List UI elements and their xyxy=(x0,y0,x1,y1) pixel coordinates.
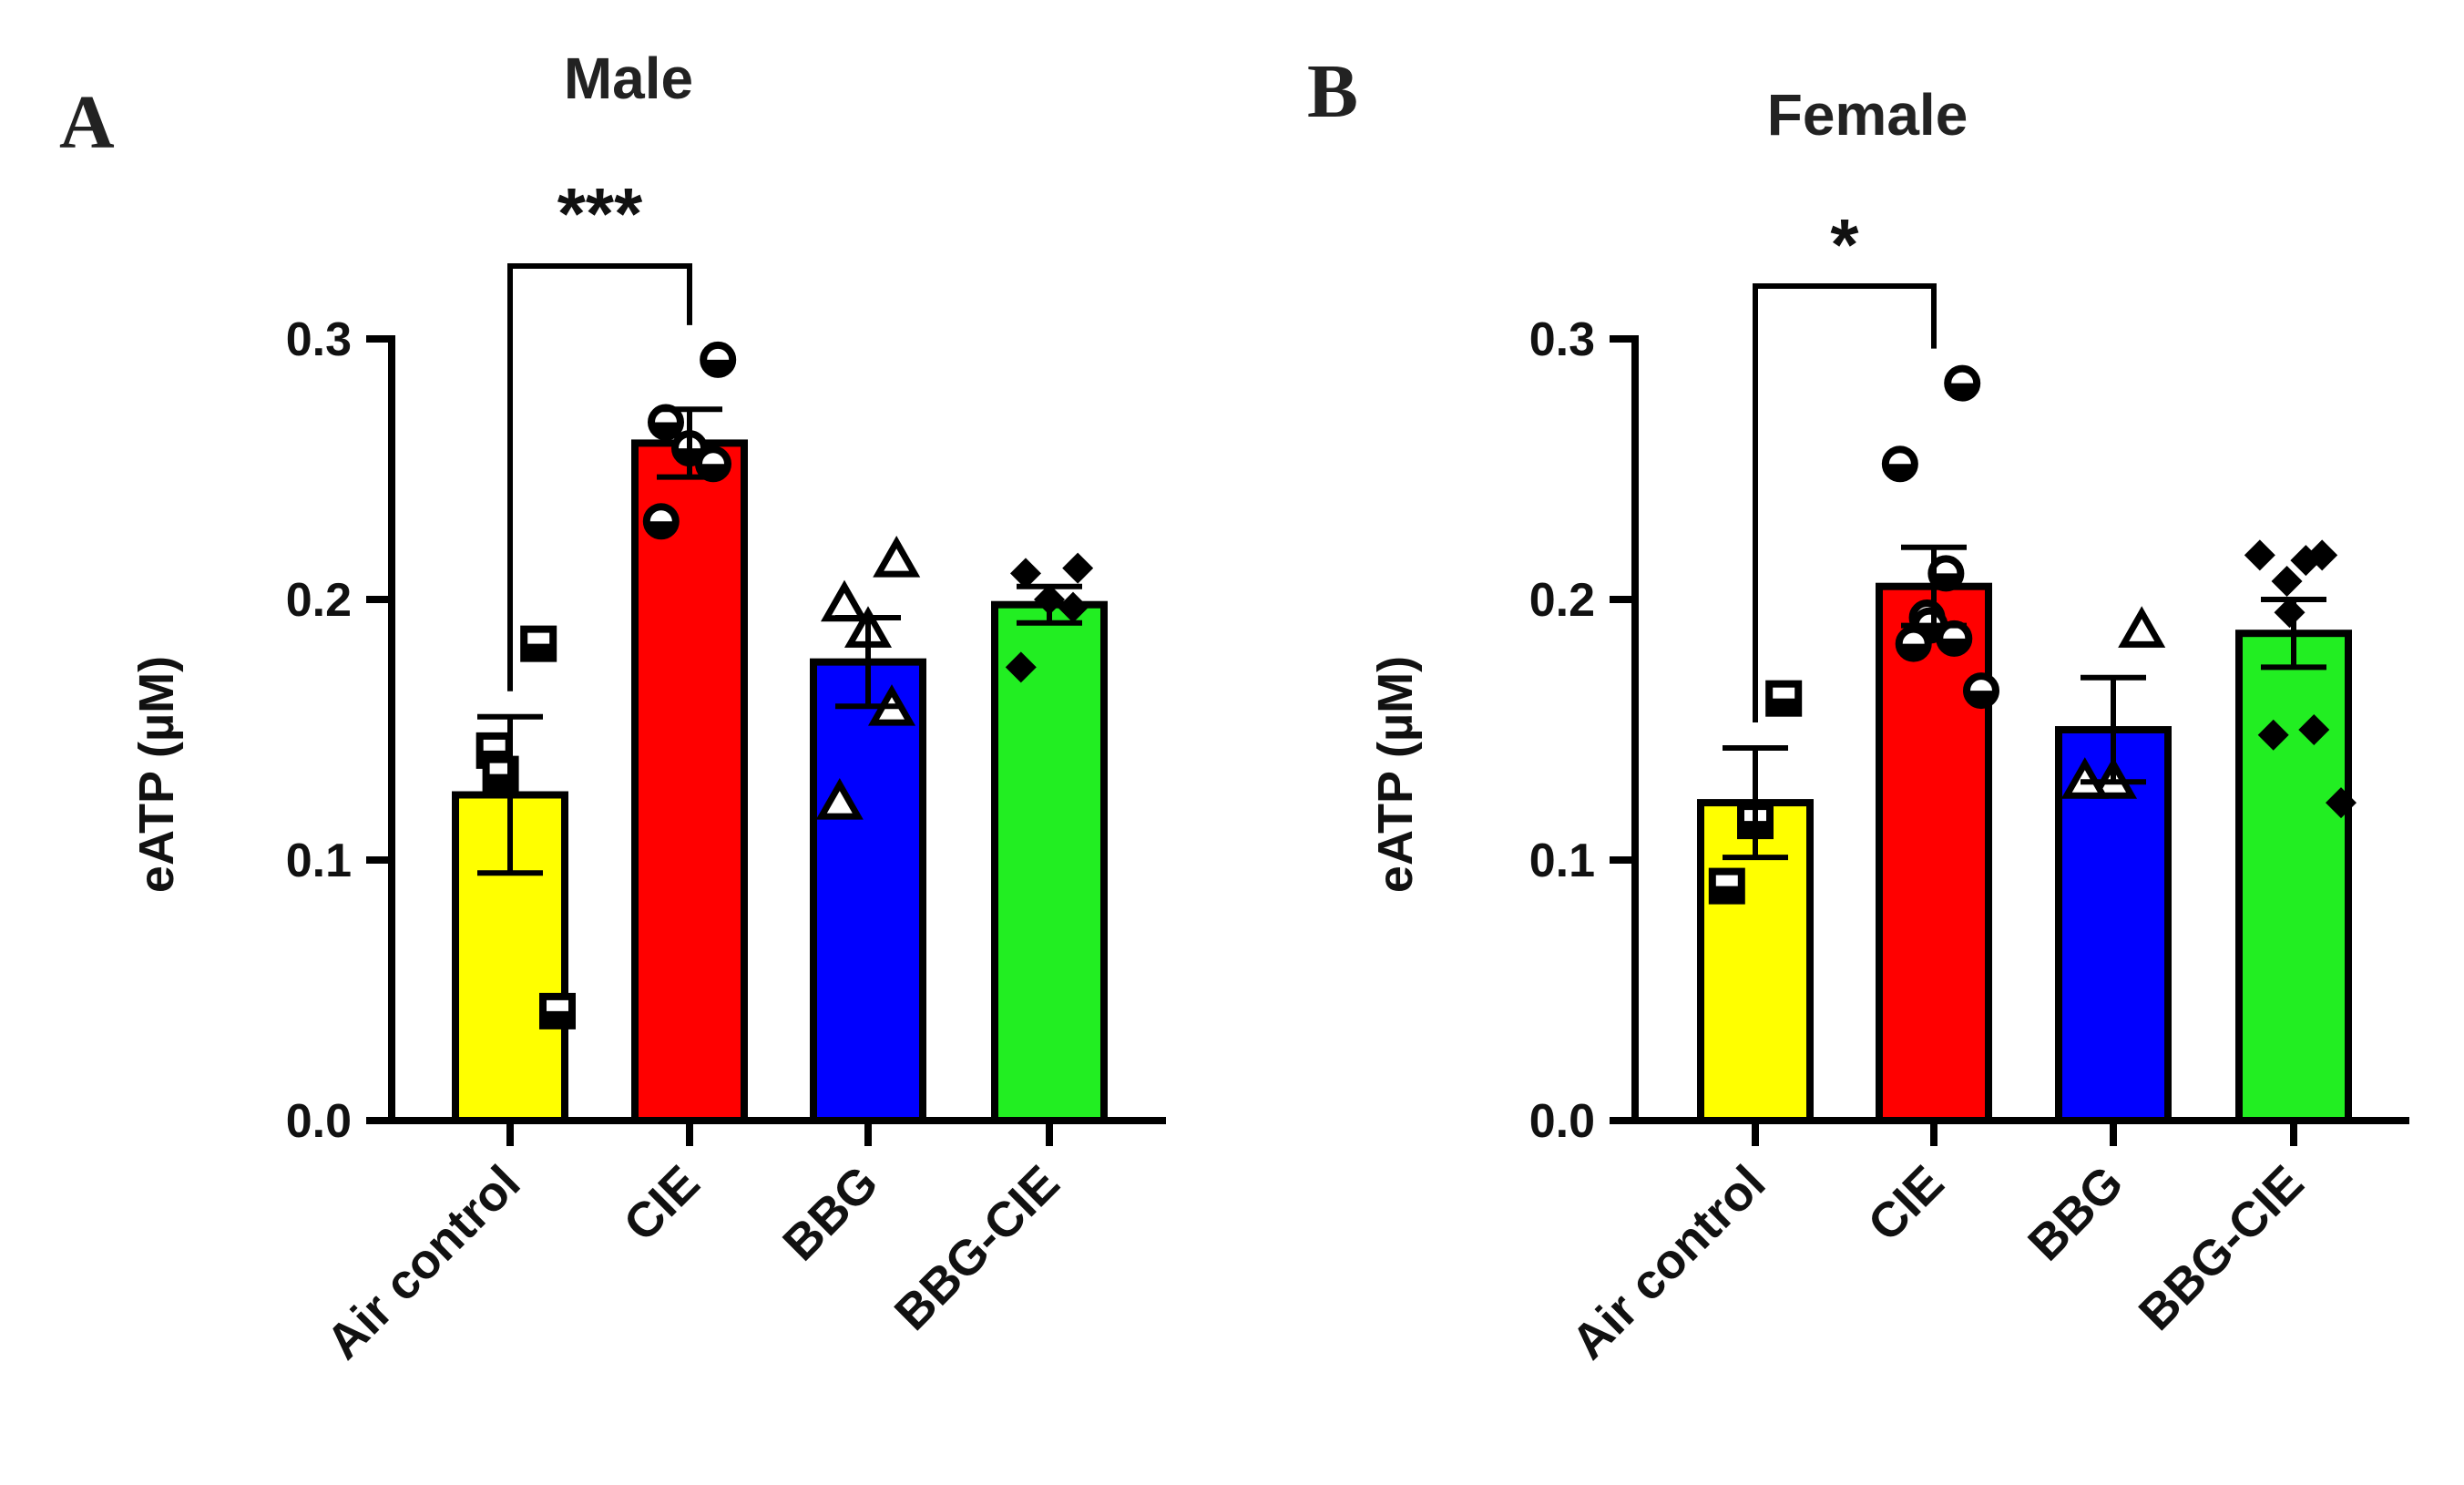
significance-label: * xyxy=(1830,204,1859,285)
x-tick-label: Air control xyxy=(316,1155,530,1369)
panel-letter: A xyxy=(59,80,115,165)
data-point xyxy=(2244,539,2275,571)
significance-bracket xyxy=(1753,283,1937,723)
data-point-fill xyxy=(1885,464,1915,479)
data-point xyxy=(820,579,869,622)
data-point xyxy=(2290,545,2322,577)
chart-title: Male xyxy=(564,46,693,111)
y-tick-label: 0.0 xyxy=(286,1095,352,1148)
data-point xyxy=(2118,606,2166,648)
data-point xyxy=(2274,597,2306,629)
data-point-fill xyxy=(1898,643,1928,659)
chart-title: Female xyxy=(1767,82,1968,148)
x-tick-label: BBG-CIE xyxy=(2129,1155,2315,1341)
bar xyxy=(631,439,748,1124)
data-point-fill xyxy=(703,359,733,374)
y-tick-label: 0.3 xyxy=(1529,313,1595,366)
y-tick-label: 0.1 xyxy=(286,835,352,887)
bar xyxy=(991,600,1108,1124)
data-point xyxy=(1005,651,1037,683)
data-point xyxy=(1058,591,1089,623)
data-point xyxy=(873,536,921,578)
x-tick-label: BBG-CIE xyxy=(884,1155,1070,1341)
x-tick-label: CIE xyxy=(1857,1155,1954,1252)
panel-b: B Female eATP (µM) 0.0 0.1 0.2 0.3 Air contr… xyxy=(1307,49,2409,1370)
y-axis-label: eATP (µM) xyxy=(1368,656,1423,893)
data-point-fill xyxy=(1712,886,1742,901)
y-tick-label: 0.2 xyxy=(1529,574,1595,627)
data-point-fill xyxy=(1948,383,1978,398)
x-tick-label: Air control xyxy=(1561,1155,1775,1369)
data-point-fill xyxy=(543,1010,572,1026)
data-point-fill xyxy=(1939,638,1969,653)
data-point-fill xyxy=(646,521,676,537)
data-point xyxy=(815,778,864,820)
x-tick-label: CIE xyxy=(613,1155,710,1252)
x-tick-label: BBG xyxy=(2018,1155,2133,1271)
significance-label: *** xyxy=(557,173,643,254)
data-point-fill xyxy=(1769,698,1799,713)
data-point xyxy=(2326,787,2357,819)
data-point xyxy=(1010,558,1041,589)
data-point xyxy=(1062,552,1094,584)
y-tick-label: 0.0 xyxy=(1529,1095,1595,1148)
y-axis-label: eATP (µM) xyxy=(129,656,184,893)
data-point xyxy=(2298,714,2330,745)
bar xyxy=(1876,582,1992,1124)
y-tick-label: 0.3 xyxy=(286,313,352,366)
data-point-fill xyxy=(524,643,554,659)
panel-a: A Male eATP (µM) 0.0 0.1 0.2 0.3 Air control… xyxy=(59,46,1166,1370)
bar xyxy=(2235,630,2352,1124)
bar xyxy=(810,658,926,1124)
data-point xyxy=(2271,565,2303,597)
significance-bracket xyxy=(507,263,692,691)
data-point-fill xyxy=(651,422,680,437)
data-point xyxy=(2257,719,2289,751)
y-tick-label: 0.2 xyxy=(286,574,352,627)
x-tick-label: BBG xyxy=(772,1155,888,1271)
data-point-fill xyxy=(1931,573,1961,589)
y-tick-label: 0.1 xyxy=(1529,835,1595,887)
panel-letter: B xyxy=(1307,49,1358,134)
data-point-fill xyxy=(1967,691,1996,706)
